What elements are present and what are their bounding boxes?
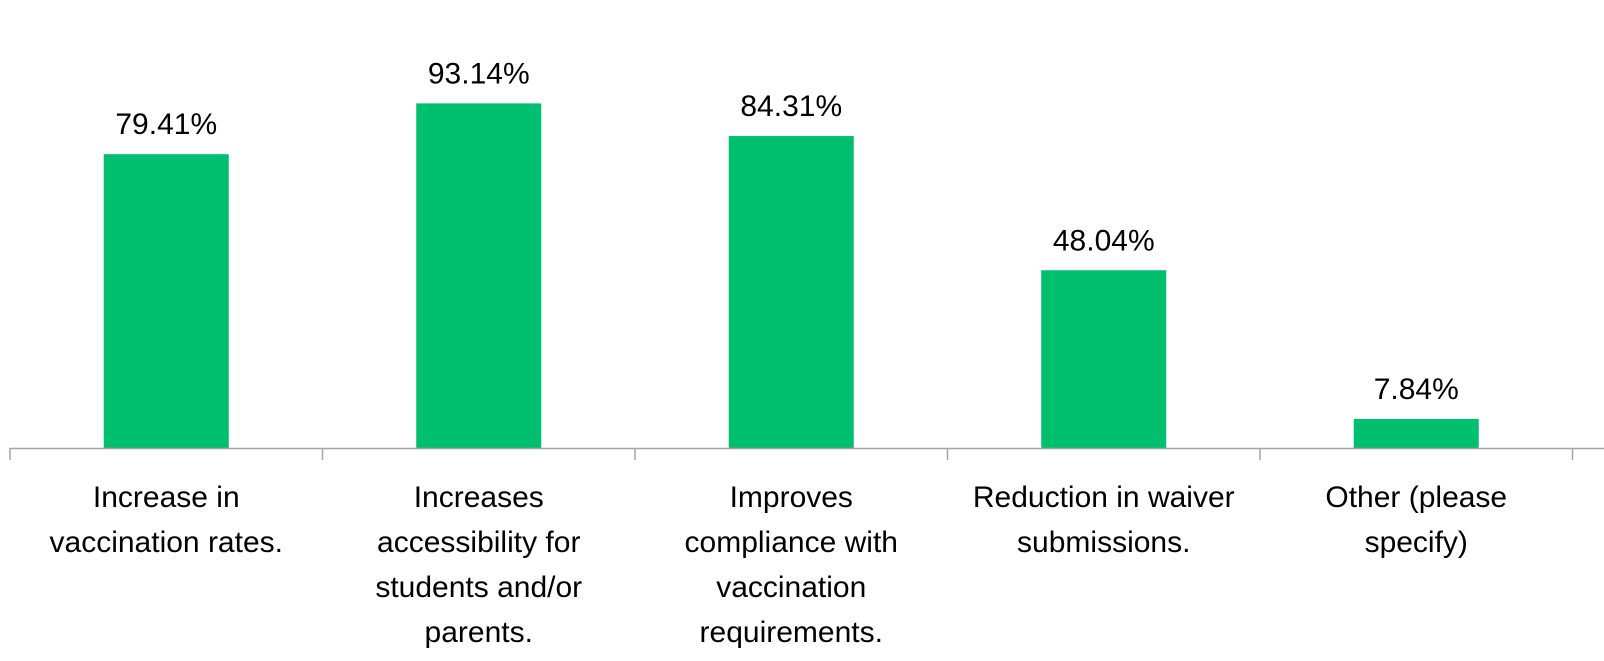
- category-label-line: students and/or: [375, 571, 582, 604]
- category-label-line: vaccination: [716, 571, 866, 604]
- category-label: Other (please specify): [1325, 481, 1507, 559]
- category-label-line: vaccination rates.: [50, 526, 283, 559]
- category-label-line: Increases: [414, 481, 544, 514]
- category-label-line: Increase in: [93, 481, 240, 514]
- bar: [416, 103, 542, 448]
- category-label: Increases accessibility for students and/o…: [375, 481, 582, 649]
- bar: [1041, 270, 1167, 448]
- data-label: 79.41%: [115, 108, 217, 141]
- category-label-line: parents.: [425, 616, 533, 649]
- category-label-line: Other (please: [1325, 481, 1507, 514]
- bar: [728, 136, 854, 449]
- data-label: 48.04%: [1053, 224, 1155, 257]
- data-label: 84.31%: [740, 90, 842, 123]
- category-label-line: submissions.: [1017, 526, 1190, 559]
- category-label-line: accessibility for: [377, 526, 580, 559]
- category-label-line: Reduction in waiver: [973, 481, 1235, 514]
- data-label: 93.14%: [428, 57, 530, 90]
- category-label: Reduction in waiver submissions.: [973, 481, 1235, 559]
- category-label-line: Improves: [730, 481, 853, 514]
- data-label: 7.84%: [1374, 373, 1459, 406]
- category-label: Increase in vaccination rates.: [50, 481, 283, 559]
- category-label: Improves compliance with vaccination requir…: [685, 481, 898, 649]
- category-label-line: specify): [1365, 526, 1468, 559]
- category-labels-group: Increase in vaccination rates. Increases ac…: [50, 481, 1508, 649]
- data-labels-group: 79.41% 93.14% 84.31% 48.04% 7.84%: [115, 57, 1458, 406]
- category-label-line: compliance with: [685, 526, 898, 559]
- category-label-line: requirements.: [700, 616, 883, 649]
- bar: [1353, 418, 1479, 448]
- bar: [103, 154, 229, 449]
- bars-group: [103, 103, 1479, 449]
- x-axis: [9, 447, 1604, 460]
